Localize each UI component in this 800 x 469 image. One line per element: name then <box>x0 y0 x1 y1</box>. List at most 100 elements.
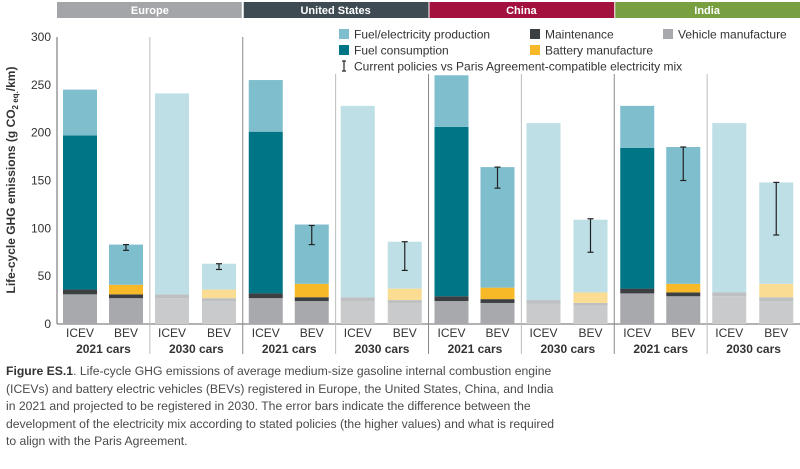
bar-segment-production <box>434 75 469 127</box>
y-axis-label: Life-cycle GHG emissions (g CO2 eq./km) <box>4 67 20 294</box>
x-tick-label: BEV <box>114 326 138 340</box>
bar-segment-battery <box>294 283 329 298</box>
region-label: United States <box>300 5 370 17</box>
bar-segment-maintenance <box>248 293 283 299</box>
legend-swatch-production <box>339 29 349 39</box>
region-label: China <box>506 5 537 17</box>
bar-segment-production <box>620 105 655 148</box>
region-header-united-states <box>243 2 429 18</box>
x-tick-label: ICEV <box>529 326 557 340</box>
bar-segment-production <box>155 93 189 295</box>
x-tick-label: ICEV <box>715 326 743 340</box>
bar-segment-production <box>526 123 561 301</box>
ghg-emissions-chart: Europe United States China India 0 50 100 150 20… <box>4 2 800 356</box>
cohort-label: 2021 cars <box>633 342 688 356</box>
cohort-label: 2021 cars <box>76 342 131 356</box>
y-tick-label: 50 <box>38 269 52 283</box>
bar-segment-vehicle <box>666 296 701 324</box>
x-tick-label: ICEV <box>623 326 651 340</box>
bar-segment-vehicle <box>526 303 561 324</box>
bar-segment-battery <box>480 287 515 300</box>
bar-segment-battery <box>387 288 422 301</box>
bar-segment-maintenance <box>712 292 747 297</box>
x-tick-label: BEV <box>207 326 231 340</box>
bar-segment-vehicle <box>248 298 283 324</box>
bar-segment-maintenance <box>526 300 561 304</box>
legend-label-consumption: Fuel consumption <box>354 44 449 58</box>
y-tick-label: 200 <box>31 126 51 140</box>
x-tick-label: BEV <box>764 326 788 340</box>
bar-segment-maintenance <box>63 289 97 295</box>
bar-segment-battery <box>666 283 701 293</box>
bar-segment-production <box>63 89 97 136</box>
x-tick-label: ICEV <box>66 326 94 340</box>
cohort-label: 2030 cars <box>540 342 595 356</box>
bar-segment-maintenance <box>109 294 143 299</box>
legend-swatch-maintenance <box>530 29 540 39</box>
legend-swatch-vehicle <box>663 29 673 39</box>
cohort-label: 2030 cars <box>726 342 781 356</box>
legend-label-vehicle: Vehicle manufacture <box>678 28 787 42</box>
y-tick-label: 150 <box>31 173 51 187</box>
x-tick-label: BEV <box>485 326 509 340</box>
legend-swatch-battery <box>530 45 540 55</box>
region-label: Europe <box>131 5 169 17</box>
bar-segment-maintenance <box>155 294 189 299</box>
bar-segment-battery <box>109 284 143 295</box>
bar-segment-battery <box>202 289 236 299</box>
y-tick-label: 0 <box>44 317 51 331</box>
x-tick-label: ICEV <box>252 326 280 340</box>
bar-segment-vehicle <box>63 294 97 324</box>
region-header-india <box>615 2 800 18</box>
bar-segment-vehicle <box>294 301 329 324</box>
legend-swatch-consumption <box>339 45 349 55</box>
bar-segment-production <box>712 123 747 293</box>
bar-segment-maintenance <box>294 297 329 302</box>
x-tick-label: ICEV <box>158 326 186 340</box>
bar-segment-vehicle <box>759 301 794 324</box>
cohort-label: 2021 cars <box>262 342 317 356</box>
bar-segment-vehicle <box>202 301 236 324</box>
figure-caption: Figure ES.1. Life-cycle GHG emissions of… <box>6 363 566 451</box>
cohort-label: 2030 cars <box>169 342 224 356</box>
bar-segment-maintenance <box>759 297 794 302</box>
bar-segment-maintenance <box>434 296 469 302</box>
bar-segment-vehicle <box>155 298 189 324</box>
bar-segment-maintenance <box>620 288 655 294</box>
legend-label-errorbar: Current policies vs Paris Agreement-comp… <box>354 60 682 74</box>
bar-segment-production <box>248 80 283 132</box>
bar-segment-consumption <box>620 147 655 289</box>
region-label: India <box>694 5 721 17</box>
region-header-europe <box>57 2 242 18</box>
x-tick-label: ICEV <box>437 326 465 340</box>
cohort-label: 2030 cars <box>355 342 410 356</box>
cohort-label: 2021 cars <box>448 342 503 356</box>
bar-segment-battery <box>573 292 608 303</box>
bar-segment-maintenance <box>340 297 375 302</box>
caption-label: Figure ES.1 <box>6 364 74 378</box>
bar-segment-production <box>340 105 375 298</box>
bar-segment-battery <box>759 283 794 298</box>
bar-segment-consumption <box>63 135 97 290</box>
bar-segment-consumption <box>434 126 469 297</box>
bar-segment-maintenance <box>202 298 236 302</box>
bar-segment-vehicle <box>712 296 747 324</box>
legend-label-battery: Battery manufacture <box>545 44 653 58</box>
bar-segment-maintenance <box>480 299 515 303</box>
bar-segment-vehicle <box>387 302 422 324</box>
region-header-china <box>429 2 615 18</box>
bar-segment-consumption <box>248 131 283 294</box>
x-tick-label: BEV <box>578 326 602 340</box>
bar-segment-maintenance <box>666 292 701 297</box>
x-tick-label: ICEV <box>344 326 372 340</box>
caption-text: . Life-cycle GHG emissions of average me… <box>6 364 555 449</box>
bar-segment-vehicle <box>340 301 375 324</box>
y-tick-label: 250 <box>31 78 51 92</box>
bar-segment-production <box>109 244 143 285</box>
x-tick-label: BEV <box>393 326 417 340</box>
bar-segment-vehicle <box>480 302 515 324</box>
legend-label-production: Fuel/electricity production <box>354 28 490 42</box>
bar-segment-vehicle <box>620 293 655 324</box>
bar-segment-maintenance <box>573 302 608 306</box>
y-tick-label: 100 <box>31 221 51 235</box>
